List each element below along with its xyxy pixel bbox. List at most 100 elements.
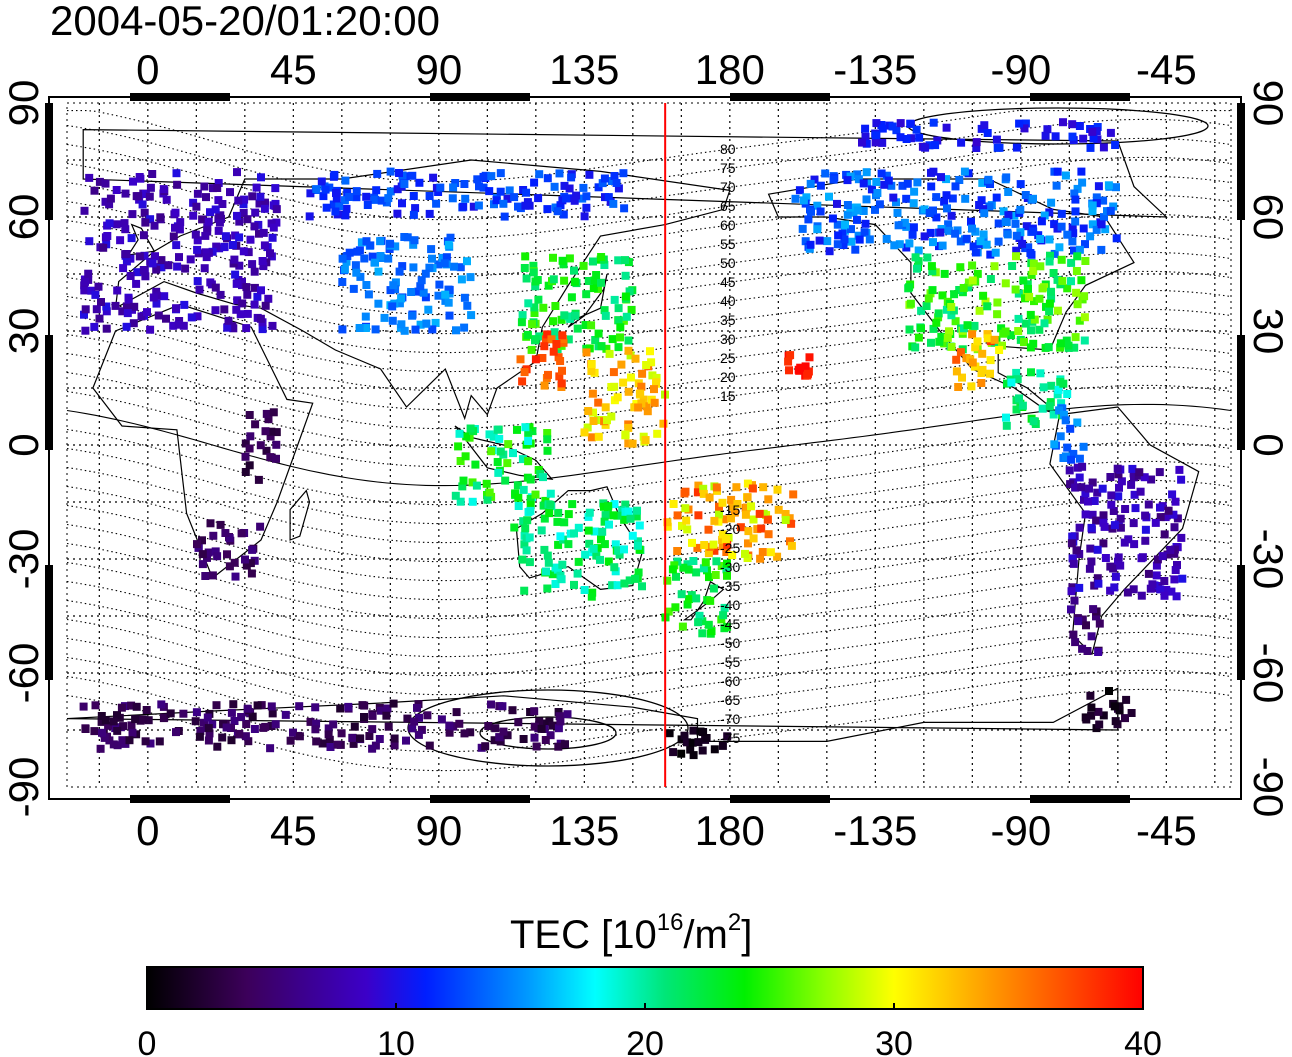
tec-point [718, 741, 727, 750]
tec-point [614, 546, 623, 555]
tec-point [203, 553, 211, 562]
tec-point [552, 335, 561, 344]
tec-point [267, 702, 276, 711]
tec-point [884, 176, 893, 185]
tec-point [597, 278, 605, 287]
tec-point [216, 520, 225, 529]
tec-point [551, 563, 560, 572]
tec-point [1158, 552, 1167, 561]
tec-point [795, 186, 804, 195]
tec-point [530, 303, 539, 312]
tec-point [1063, 390, 1072, 398]
tec-point [538, 354, 547, 362]
tec-point [525, 423, 534, 432]
tec-point [144, 716, 153, 725]
tec-point [239, 200, 248, 209]
tec-point [689, 557, 698, 565]
tec-point [596, 555, 604, 564]
tec-point [1069, 229, 1078, 238]
tec-point [1044, 343, 1053, 352]
tec-point [435, 280, 444, 289]
tec-point [146, 739, 155, 748]
tec-point [707, 627, 716, 636]
tec-point [878, 124, 887, 133]
tec-point [243, 215, 252, 224]
tec-point [704, 620, 713, 629]
tec-point [531, 277, 540, 286]
tec-point [719, 611, 728, 620]
tec-point [97, 717, 106, 726]
tec-point [267, 722, 276, 730]
tec-point [692, 594, 701, 603]
tec-point [892, 198, 900, 207]
tec-point [683, 738, 691, 747]
tec-point [1053, 224, 1062, 233]
tec-point [246, 432, 255, 441]
tec-point [1055, 406, 1064, 415]
tec-point [652, 373, 661, 382]
tec-point [903, 179, 912, 188]
tec-point [530, 722, 539, 731]
tec-point [271, 184, 280, 193]
tec-point [581, 550, 590, 559]
tec-point [312, 737, 321, 746]
tec-point [573, 569, 582, 578]
tec-point [1019, 276, 1028, 285]
tec-point [340, 196, 349, 205]
tec-point [1068, 120, 1077, 129]
tec-point [927, 168, 935, 177]
tec-point [81, 277, 89, 286]
lon-tick-label: 0 [136, 46, 159, 93]
tec-point [1127, 480, 1136, 489]
tec-point [1160, 591, 1169, 600]
tec-point [1099, 196, 1108, 205]
tec-point [594, 183, 603, 192]
tec-point [231, 572, 240, 581]
tec-point [1090, 497, 1099, 505]
tec-point [172, 169, 181, 178]
tec-point [1047, 381, 1056, 390]
tec-point [204, 217, 213, 226]
tec-point [245, 461, 254, 470]
tec-point [712, 557, 721, 566]
tec-point [257, 701, 266, 710]
tec-point [1068, 223, 1077, 232]
tec-point [269, 408, 278, 417]
tec-point [384, 254, 393, 263]
tec-point [1100, 213, 1108, 222]
tec-point [227, 724, 235, 732]
tec-point [1015, 394, 1023, 403]
tec-point [594, 432, 603, 441]
tec-point [372, 186, 381, 195]
tec-point [1026, 310, 1035, 319]
tec-point [242, 324, 251, 333]
mag-lat-label: -55 [720, 654, 740, 670]
tec-point [681, 487, 690, 496]
tec-point [221, 232, 230, 241]
tec-point [1144, 500, 1153, 509]
tec-point [843, 201, 852, 209]
tec-point [932, 318, 941, 327]
tec-point [1129, 585, 1138, 594]
lat-tick-label: 30 [0, 308, 47, 355]
tec-point [437, 715, 446, 724]
tec-point [1056, 432, 1065, 441]
tec-point [90, 322, 99, 331]
tec-point [511, 489, 520, 498]
tec-point [537, 526, 546, 535]
tec-point [230, 255, 239, 264]
mag-lat-label: 35 [720, 312, 736, 328]
tec-point [1099, 143, 1108, 152]
tec-point [967, 217, 975, 226]
tec-point [256, 192, 265, 201]
timestamp-title: 2004-05-20/01:20:00 [50, 0, 440, 44]
tec-point [268, 233, 277, 242]
tec-point [466, 424, 475, 433]
tec-point [1092, 225, 1101, 234]
tec-point [1054, 385, 1063, 394]
tec-point [1114, 553, 1123, 562]
tec-point [973, 269, 982, 278]
tec-point [395, 299, 404, 308]
tec-point [565, 254, 574, 263]
tec-point [1105, 687, 1113, 695]
